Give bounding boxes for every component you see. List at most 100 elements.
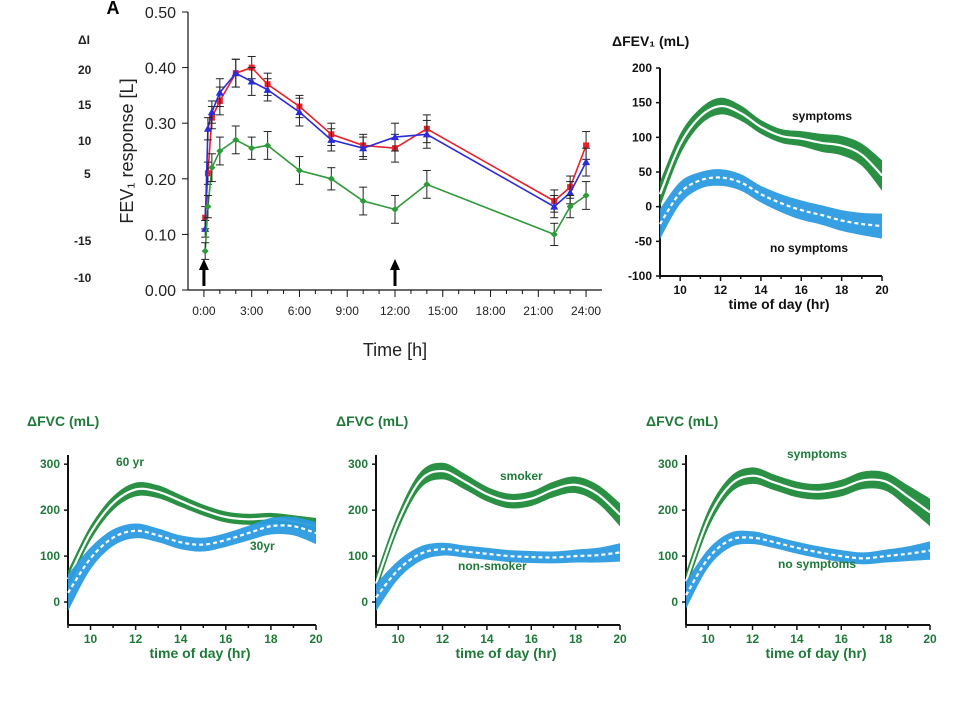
y-tick-label: 100 xyxy=(348,549,368,563)
series-band-blue xyxy=(375,542,621,612)
x-tick-label: 12 xyxy=(714,283,728,297)
hidden-panel-fragment: ΔI 20 15 10 5 -15 -10 xyxy=(74,33,92,285)
series-annotation: smoker xyxy=(500,469,543,483)
fragment-tick: -15 xyxy=(74,234,92,248)
fragment-tick: -10 xyxy=(74,271,92,285)
data-point xyxy=(423,180,431,188)
data-point xyxy=(422,130,431,138)
y-tick-label: 200 xyxy=(658,503,678,517)
data-point xyxy=(248,144,256,152)
fragment-tick: 5 xyxy=(84,167,91,181)
mean-line xyxy=(684,474,931,582)
series-band-blue xyxy=(67,516,317,612)
data-point xyxy=(391,205,399,213)
x-tick-label: 16 xyxy=(525,632,539,646)
arrow-head xyxy=(390,259,400,270)
x-tick-label: 20 xyxy=(309,632,323,646)
x-tick-label: 6:00 xyxy=(288,304,312,318)
confidence-band xyxy=(376,542,620,612)
x-tick-label: 14 xyxy=(174,632,188,646)
y-axis-label: FEV₁ response [L] xyxy=(117,78,137,223)
y-tick-label: 100 xyxy=(658,549,678,563)
series-red xyxy=(201,55,591,230)
x-tick-label: 16 xyxy=(219,632,233,646)
x-tick-label: 3:00 xyxy=(240,304,264,318)
y-tick-label: 0.40 xyxy=(145,61,176,78)
confidence-band xyxy=(686,530,930,609)
y-tick-label: -100 xyxy=(628,269,652,283)
data-point xyxy=(295,166,303,174)
panel-delta-fvc-symptoms-chart: 0 100 200 300 10 12 14 16 18 20 ΔFVC (mL) time of d… xyxy=(646,413,937,661)
x-tick-label: 24:00 xyxy=(571,304,601,318)
data-point xyxy=(359,144,368,152)
data-point xyxy=(583,142,590,149)
series-band-blue xyxy=(685,530,931,609)
data-point xyxy=(566,188,575,196)
x-axis-label: Time [h] xyxy=(363,340,427,360)
y-tick-label: 300 xyxy=(348,457,368,471)
fragment-tick: 10 xyxy=(78,134,92,148)
x-tick-label: 18 xyxy=(879,632,893,646)
data-point xyxy=(327,135,336,143)
mean-line xyxy=(659,176,883,228)
y-tick-label: 300 xyxy=(40,457,60,471)
x-tick-label: 18 xyxy=(835,283,849,297)
data-point xyxy=(247,77,256,85)
y-tick-label: 0 xyxy=(645,200,652,214)
x-tick-label: 10 xyxy=(392,632,406,646)
chart-title: ΔFVC (mL) xyxy=(646,413,718,429)
time-arrow-icon xyxy=(198,259,209,286)
x-axis-label: time of day (hr) xyxy=(728,296,829,312)
y-tick-label: 200 xyxy=(348,503,368,517)
data-point xyxy=(204,170,211,177)
x-axis-label: time of day (hr) xyxy=(149,645,250,661)
x-tick-label: 14 xyxy=(790,632,804,646)
chart-title: ΔFEV₁ (mL) xyxy=(612,33,689,49)
y-tick-label: 300 xyxy=(658,457,678,471)
data-point xyxy=(582,191,590,199)
panel-letter: A xyxy=(107,0,120,18)
mean-line xyxy=(685,536,931,596)
x-tick-label: 21:00 xyxy=(523,304,553,318)
data-point xyxy=(359,197,367,205)
mean-line xyxy=(375,548,621,599)
data-point xyxy=(550,230,558,238)
data-point xyxy=(231,69,240,77)
panel-a-fev1-response-chart: 0.00 0.10 0.20 0.30 0.40 0.50 0:00 3:00 6:00 9:00… xyxy=(107,0,602,360)
x-tick-label: 12 xyxy=(436,632,450,646)
data-point xyxy=(295,108,304,116)
y-tick-label: 200 xyxy=(40,503,60,517)
y-tick-label: 0.30 xyxy=(145,116,176,133)
series-blue xyxy=(201,58,591,238)
chart-title: ΔFVC (mL) xyxy=(336,413,408,429)
fragment-tick: 20 xyxy=(78,63,92,77)
mean-line xyxy=(374,469,621,584)
panel-delta-fvc-age-chart: 0 100 200 300 10 12 14 16 18 20 ΔFVC (mL) time of d… xyxy=(27,413,323,661)
x-tick-label: 18 xyxy=(264,632,278,646)
data-point xyxy=(232,136,240,144)
x-tick-label: 18:00 xyxy=(476,304,506,318)
y-tick-label: 200 xyxy=(632,61,652,75)
mean-line xyxy=(658,104,883,195)
series-band-green xyxy=(374,462,621,593)
y-tick-label: 50 xyxy=(639,165,653,179)
data-point xyxy=(566,203,574,211)
data-point xyxy=(204,203,212,211)
data-point xyxy=(327,175,335,183)
x-tick-label: 12:00 xyxy=(380,304,410,318)
x-tick-label: 18 xyxy=(569,632,583,646)
series-annotation: symptoms xyxy=(787,447,847,461)
x-tick-label: 10 xyxy=(84,632,98,646)
time-arrow-icon xyxy=(390,259,400,286)
x-tick-label: 10 xyxy=(674,283,688,297)
data-point xyxy=(201,247,209,255)
confidence-band xyxy=(660,97,882,207)
y-tick-label: 0 xyxy=(361,595,368,609)
series-band-green xyxy=(658,97,883,207)
chart-title: ΔFVC (mL) xyxy=(27,413,99,429)
y-tick-label: 0.20 xyxy=(145,172,176,189)
data-point xyxy=(208,164,216,172)
x-tick-label: 0:00 xyxy=(192,304,216,318)
confidence-band xyxy=(68,481,316,588)
arrow-head xyxy=(198,259,209,270)
